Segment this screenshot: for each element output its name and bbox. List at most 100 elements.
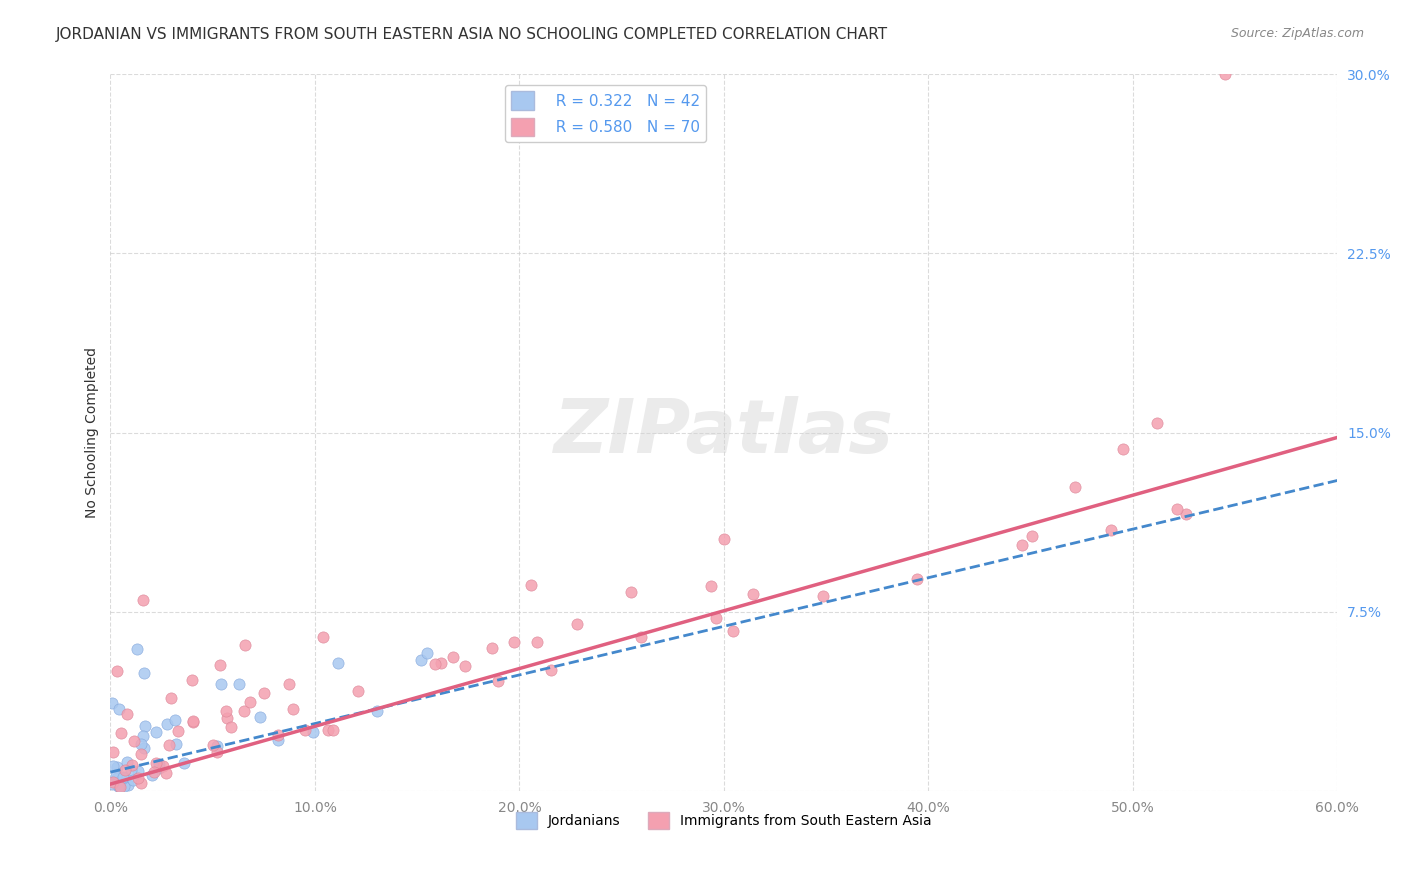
- Point: [415, 646, 437, 660]
- Point: [520, 578, 543, 592]
- Point: [1213, 67, 1236, 81]
- Point: [101, 745, 124, 759]
- Point: [232, 704, 254, 718]
- Point: [277, 676, 299, 690]
- Point: [1064, 480, 1087, 494]
- Point: [454, 658, 477, 673]
- Point: [183, 714, 205, 729]
- Point: [181, 714, 204, 729]
- Point: [163, 713, 186, 727]
- Point: [721, 624, 744, 638]
- Point: [249, 710, 271, 724]
- Point: [905, 572, 928, 586]
- Point: [134, 719, 156, 733]
- Point: [148, 757, 170, 772]
- Point: [120, 763, 142, 777]
- Point: [207, 745, 229, 759]
- Point: [366, 704, 388, 718]
- Point: [127, 764, 149, 778]
- Point: [129, 737, 152, 751]
- Point: [411, 653, 433, 667]
- Text: ZIPatlas: ZIPatlas: [554, 396, 894, 469]
- Point: [129, 775, 152, 789]
- Point: [742, 586, 765, 600]
- Point: [160, 691, 183, 706]
- Point: [214, 704, 236, 718]
- Point: [239, 695, 262, 709]
- Point: [486, 673, 509, 688]
- Point: [205, 739, 228, 754]
- Legend: Jordanians, Immigrants from South Eastern Asia: Jordanians, Immigrants from South Easter…: [510, 806, 938, 835]
- Point: [152, 759, 174, 773]
- Point: [181, 673, 204, 687]
- Point: [347, 684, 370, 698]
- Point: [201, 738, 224, 752]
- Point: [117, 706, 139, 721]
- Point: [441, 650, 464, 665]
- Point: [148, 761, 170, 775]
- Point: [104, 769, 127, 783]
- Point: [112, 770, 135, 784]
- Point: [107, 779, 129, 793]
- Point: [166, 723, 188, 738]
- Point: [312, 630, 335, 644]
- Point: [107, 780, 129, 794]
- Point: [114, 763, 136, 777]
- Point: [208, 658, 231, 673]
- Point: [706, 611, 728, 625]
- Point: [101, 777, 124, 791]
- Point: [481, 640, 503, 655]
- Point: [1112, 442, 1135, 457]
- Point: [105, 759, 128, 773]
- Point: [1021, 529, 1043, 543]
- Point: [526, 634, 548, 648]
- Point: [156, 717, 179, 731]
- Point: [121, 772, 143, 787]
- Point: [125, 641, 148, 656]
- Point: [107, 775, 129, 789]
- Point: [540, 664, 562, 678]
- Point: [1175, 508, 1198, 522]
- Point: [1099, 523, 1122, 537]
- Point: [253, 686, 276, 700]
- Point: [121, 757, 143, 772]
- Point: [101, 759, 124, 773]
- Point: [101, 697, 124, 711]
- Point: [122, 733, 145, 747]
- Point: [101, 775, 124, 789]
- Point: [105, 771, 128, 785]
- Point: [281, 702, 304, 716]
- Text: JORDANIAN VS IMMIGRANTS FROM SOUTH EASTERN ASIA NO SCHOOLING COMPLETED CORRELATI: JORDANIAN VS IMMIGRANTS FROM SOUTH EASTE…: [56, 27, 889, 42]
- Point: [132, 740, 155, 755]
- Text: Source: ZipAtlas.com: Source: ZipAtlas.com: [1230, 27, 1364, 40]
- Point: [219, 720, 242, 734]
- Point: [1146, 417, 1168, 431]
- Point: [127, 771, 149, 785]
- Point: [105, 664, 128, 678]
- Point: [503, 635, 526, 649]
- Point: [112, 779, 135, 793]
- Y-axis label: No Schooling Completed: No Schooling Completed: [86, 347, 100, 518]
- Point: [267, 728, 290, 742]
- Point: [228, 676, 250, 690]
- Point: [700, 579, 723, 593]
- Point: [165, 737, 187, 751]
- Point: [235, 638, 257, 652]
- Point: [565, 617, 588, 632]
- Point: [430, 656, 453, 670]
- Point: [316, 723, 339, 738]
- Point: [302, 724, 325, 739]
- Point: [620, 585, 643, 599]
- Point: [294, 723, 316, 738]
- Point: [141, 768, 163, 782]
- Point: [115, 755, 138, 769]
- Point: [145, 756, 167, 770]
- Point: [145, 724, 167, 739]
- Point: [326, 656, 349, 670]
- Point: [134, 665, 156, 680]
- Point: [110, 725, 132, 739]
- Point: [1011, 538, 1033, 552]
- Point: [142, 764, 165, 779]
- Point: [1166, 502, 1188, 516]
- Point: [129, 747, 152, 762]
